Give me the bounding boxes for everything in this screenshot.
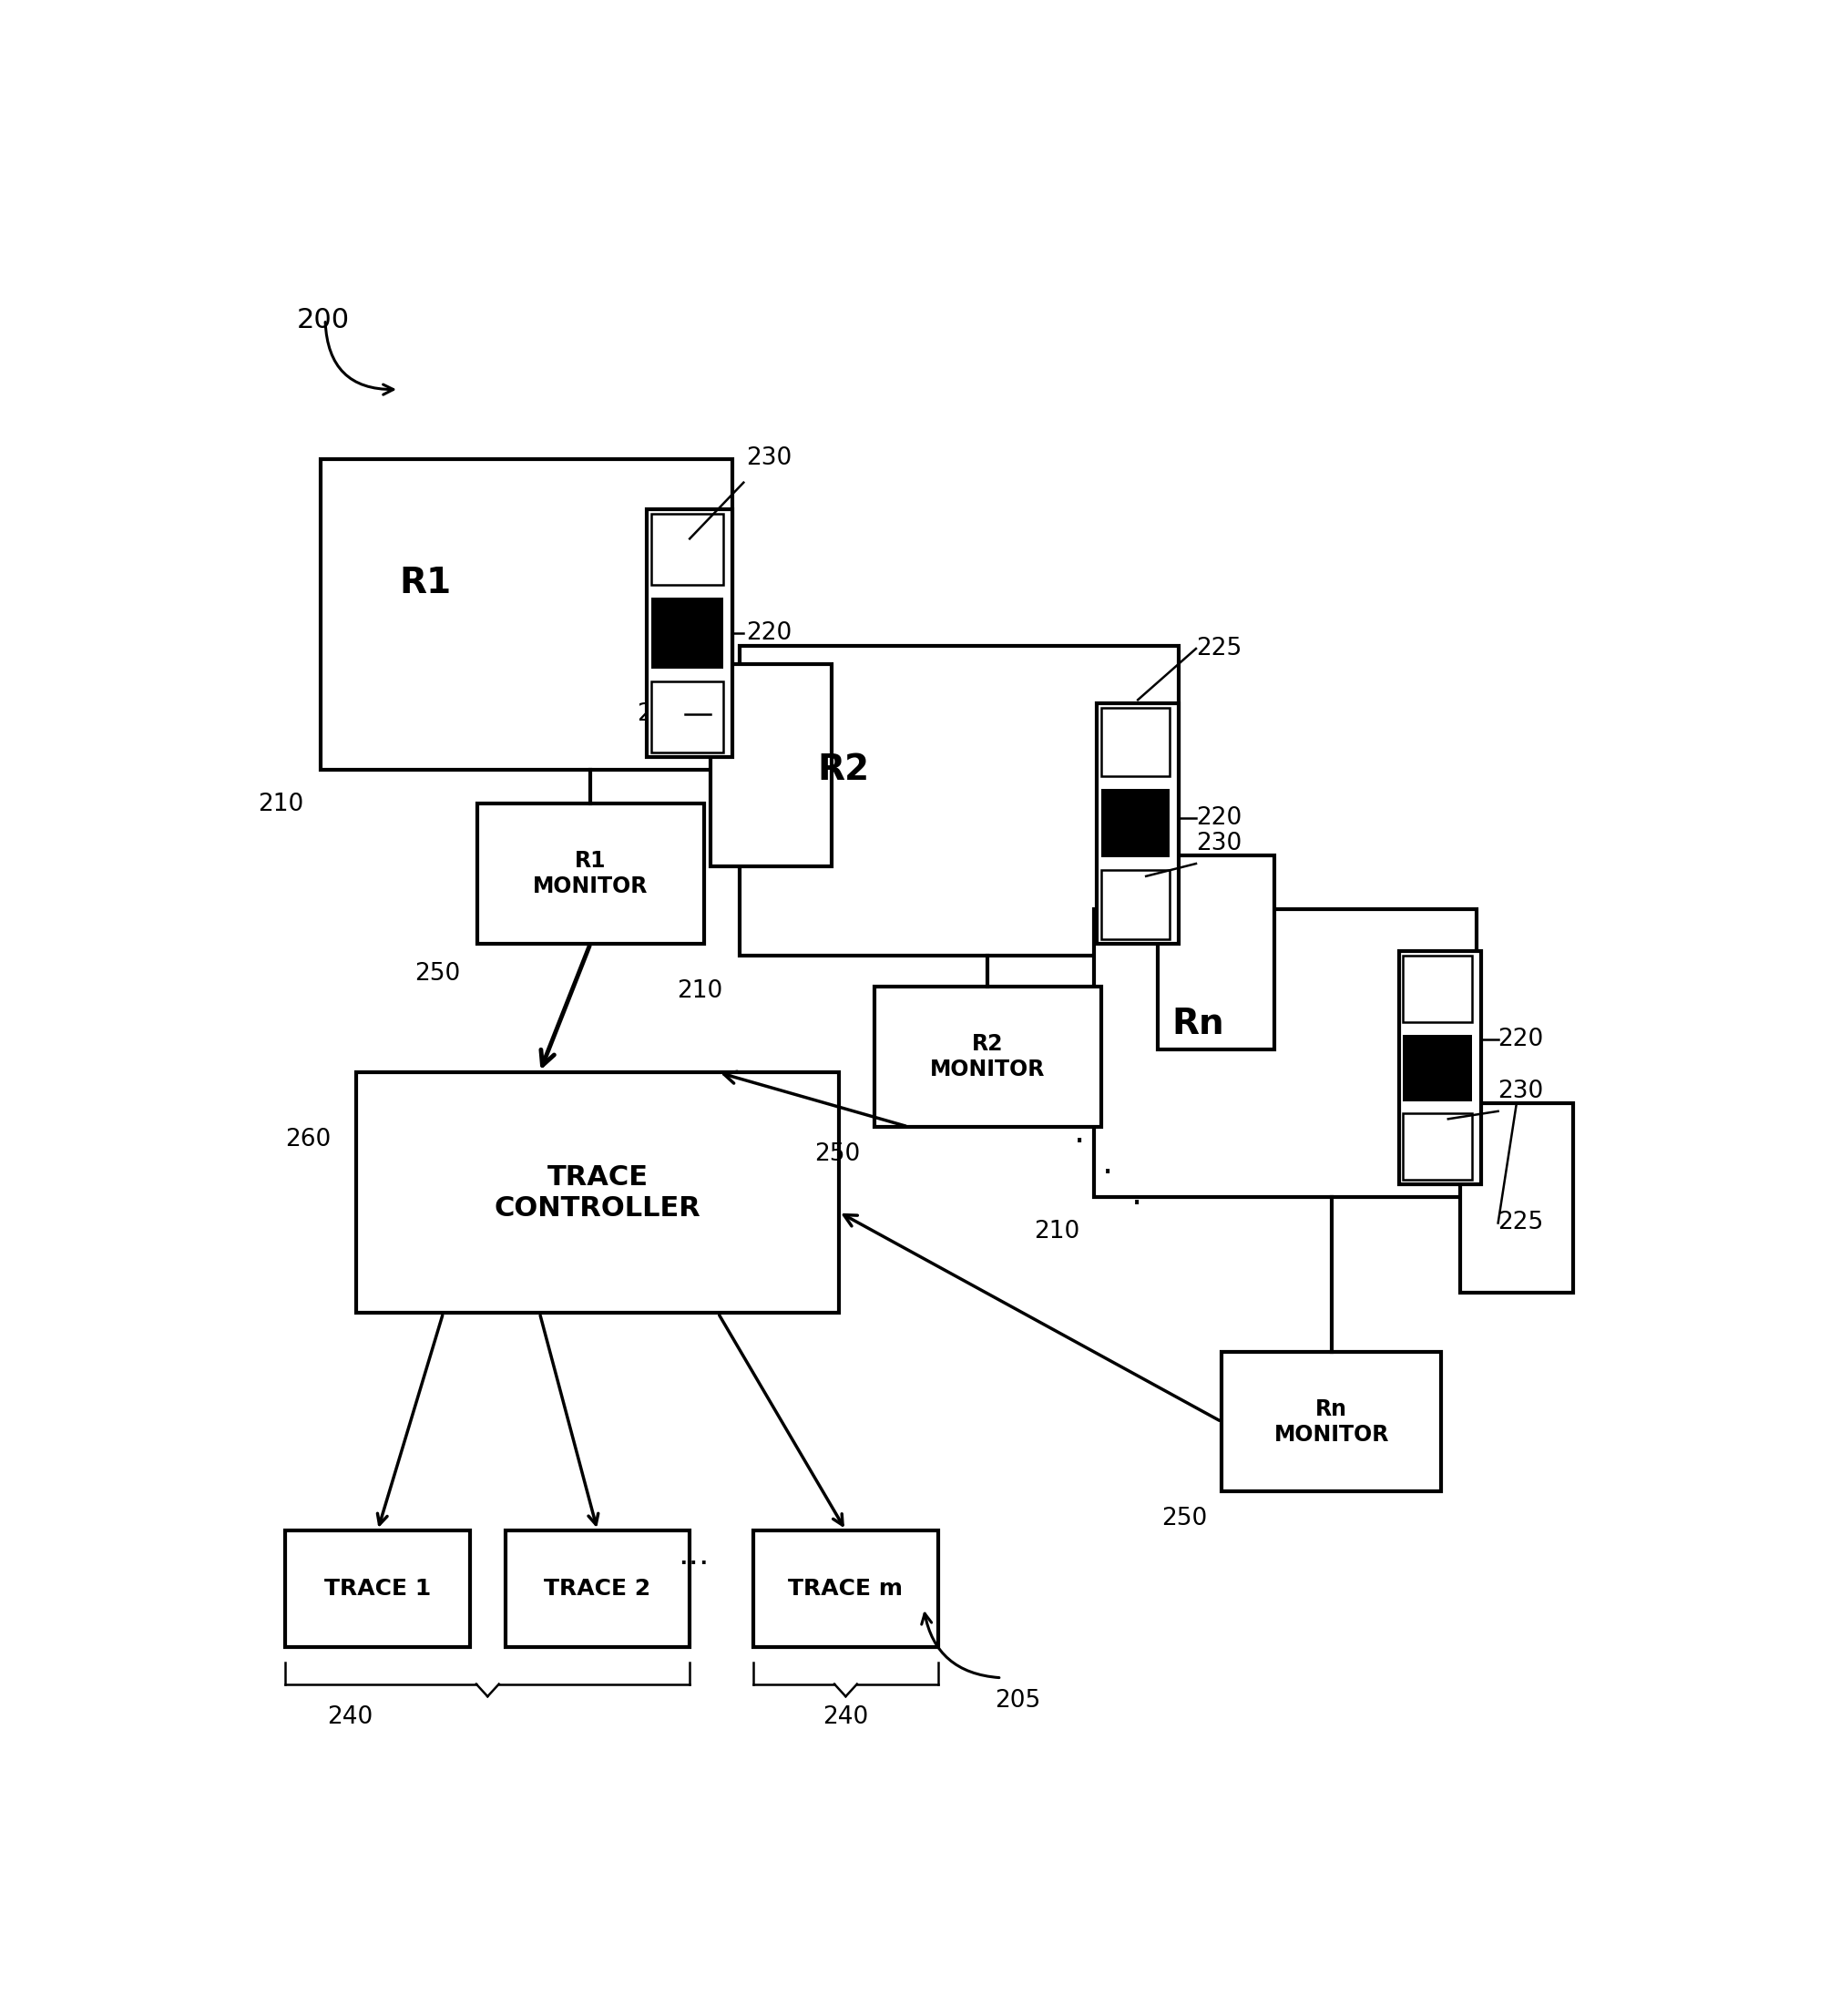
Bar: [1102, 708, 1169, 776]
Bar: [1102, 788, 1169, 857]
Text: 205: 205: [996, 1689, 1041, 1712]
Text: 250: 250: [814, 1143, 860, 1165]
Text: 210: 210: [258, 792, 304, 816]
Text: ·: ·: [1102, 1155, 1114, 1191]
Bar: [754, 1530, 939, 1647]
Text: R1: R1: [399, 566, 450, 601]
Text: Rn: Rn: [1171, 1006, 1224, 1042]
Bar: [648, 508, 732, 758]
Bar: [1398, 952, 1480, 1183]
Bar: [285, 1530, 470, 1647]
Bar: [505, 1530, 690, 1647]
Bar: [739, 645, 1179, 956]
Text: 230: 230: [747, 446, 792, 470]
Bar: [478, 804, 705, 943]
Text: TRACE 1: TRACE 1: [324, 1579, 432, 1599]
Text: R2
MONITOR: R2 MONITOR: [930, 1034, 1045, 1081]
Bar: [1404, 1113, 1471, 1179]
Bar: [1158, 855, 1274, 1048]
Bar: [651, 597, 723, 669]
Text: 210: 210: [1034, 1220, 1080, 1244]
Text: 225: 225: [1197, 637, 1243, 661]
Text: ···: ···: [679, 1548, 710, 1581]
Bar: [710, 663, 831, 867]
Text: 220: 220: [1499, 1028, 1545, 1052]
Text: 250: 250: [1162, 1508, 1208, 1530]
Text: R1
MONITOR: R1 MONITOR: [533, 851, 648, 897]
Text: Rn
MONITOR: Rn MONITOR: [1274, 1397, 1389, 1445]
Text: R2: R2: [818, 752, 869, 786]
Bar: [1404, 956, 1471, 1022]
Text: 210: 210: [677, 980, 723, 1002]
Bar: [875, 988, 1102, 1127]
Bar: [651, 681, 723, 752]
Bar: [357, 1073, 838, 1312]
Text: TRACE
CONTROLLER: TRACE CONTROLLER: [494, 1163, 701, 1222]
Text: TRACE m: TRACE m: [789, 1579, 902, 1599]
Bar: [320, 460, 732, 770]
Text: 230: 230: [1197, 833, 1243, 857]
Bar: [1094, 909, 1477, 1198]
Text: TRACE 2: TRACE 2: [544, 1579, 651, 1599]
Text: 220: 220: [1197, 806, 1243, 831]
Bar: [1102, 871, 1169, 939]
Bar: [1404, 1034, 1471, 1101]
Text: 240: 240: [328, 1706, 373, 1730]
Bar: [1222, 1353, 1442, 1492]
Text: 225: 225: [637, 704, 683, 726]
Text: ·: ·: [1131, 1187, 1142, 1222]
Text: 220: 220: [747, 621, 792, 645]
Bar: [651, 514, 723, 585]
Text: 250: 250: [414, 962, 459, 986]
Text: 240: 240: [824, 1706, 869, 1730]
Bar: [1460, 1103, 1574, 1292]
Text: 225: 225: [1499, 1212, 1545, 1236]
Text: 230: 230: [1499, 1081, 1545, 1103]
Bar: [1096, 704, 1179, 943]
Text: 200: 200: [296, 306, 350, 333]
Text: ·: ·: [1074, 1125, 1085, 1159]
Text: 260: 260: [285, 1127, 331, 1151]
